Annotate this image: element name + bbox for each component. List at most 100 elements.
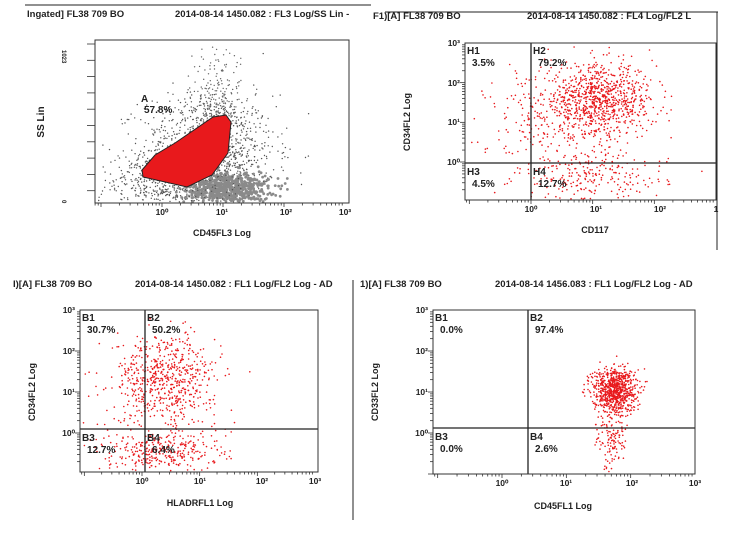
event-dot	[577, 102, 579, 104]
event-dot	[596, 393, 598, 395]
event-dot	[617, 90, 619, 92]
event-dot	[614, 369, 616, 371]
event-dot	[228, 373, 230, 375]
event-dot	[174, 362, 176, 364]
event-dot	[594, 71, 596, 73]
event-dot	[120, 387, 122, 389]
event-dot	[627, 111, 629, 113]
event-dot	[165, 137, 166, 138]
event-dot	[131, 436, 133, 438]
event-dot	[133, 359, 135, 361]
event-dot	[171, 135, 172, 136]
event-dot	[148, 192, 149, 193]
event-dot	[187, 334, 189, 336]
event-dot	[534, 111, 536, 113]
event-dot	[134, 179, 135, 180]
event-dot	[178, 373, 180, 375]
event-dot	[627, 109, 629, 111]
event-dot	[217, 87, 218, 88]
event-dot	[607, 103, 609, 105]
event-dot	[124, 175, 125, 176]
event-dot	[570, 76, 572, 78]
event-dot	[208, 73, 209, 74]
event-dot	[161, 127, 162, 128]
event-dot	[183, 348, 185, 350]
event-dot	[249, 122, 250, 123]
event-dot	[170, 419, 172, 421]
event-dot	[170, 321, 172, 323]
event-dot	[202, 363, 204, 365]
event-dot	[165, 398, 167, 400]
event-dot	[142, 165, 143, 166]
event-dot	[145, 122, 146, 123]
event-dot	[201, 86, 202, 87]
event-dot	[237, 99, 238, 100]
event-dot	[125, 464, 127, 466]
event-dot	[235, 167, 236, 168]
event-dot	[244, 107, 245, 108]
event-dot	[576, 88, 578, 90]
event-dot	[184, 106, 185, 107]
event-dot	[602, 118, 604, 120]
event-dot	[574, 117, 576, 119]
event-dot	[247, 98, 248, 99]
event-dot	[588, 111, 590, 113]
event-dot	[658, 181, 660, 183]
event-dot	[231, 106, 232, 107]
event-dot	[97, 394, 99, 396]
event-dot	[628, 68, 630, 70]
event-dot	[137, 381, 139, 383]
event-dot	[589, 79, 591, 81]
event-dot	[197, 91, 198, 92]
event-dot	[610, 127, 612, 129]
event-dot	[592, 102, 594, 104]
event-dot	[149, 454, 151, 456]
event-dot	[667, 179, 669, 181]
event-dot	[538, 128, 540, 130]
event-dot	[204, 103, 205, 104]
event-dot	[227, 368, 229, 370]
event-dot	[193, 396, 195, 398]
event-dot	[141, 388, 143, 390]
event-dot	[146, 346, 148, 348]
event-dot	[604, 129, 606, 131]
event-dot	[604, 149, 606, 151]
event-dot	[207, 182, 210, 185]
event-dot	[96, 372, 98, 374]
event-dot	[209, 87, 210, 88]
event-dot	[224, 181, 227, 184]
event-dot	[586, 175, 588, 177]
event-dot	[593, 119, 595, 121]
event-dot	[139, 355, 141, 357]
event-dot	[632, 105, 634, 107]
event-dot	[535, 125, 537, 127]
event-dot	[642, 83, 644, 85]
event-dot	[184, 456, 186, 458]
event-dot	[589, 173, 591, 175]
event-dot	[128, 400, 130, 402]
event-dot	[593, 92, 595, 94]
event-dot	[222, 198, 223, 199]
event-dot	[192, 457, 194, 459]
event-dot	[255, 93, 256, 94]
event-dot	[632, 386, 634, 388]
event-dot	[167, 424, 169, 426]
event-dot	[145, 140, 146, 141]
event-dot	[582, 136, 584, 138]
event-dot	[213, 462, 215, 464]
event-dot	[634, 112, 636, 114]
event-dot	[565, 117, 567, 119]
event-dot	[544, 160, 546, 162]
event-dot	[535, 76, 537, 78]
event-dot	[662, 107, 664, 109]
event-dot	[142, 338, 144, 340]
event-dot	[209, 116, 210, 117]
event-dot	[159, 349, 161, 351]
event-dot	[588, 67, 590, 69]
event-dot	[579, 88, 581, 90]
event-dot	[578, 94, 580, 96]
event-dot	[264, 155, 265, 156]
event-dot	[632, 110, 634, 112]
event-dot	[132, 355, 134, 357]
event-dot	[126, 446, 128, 448]
